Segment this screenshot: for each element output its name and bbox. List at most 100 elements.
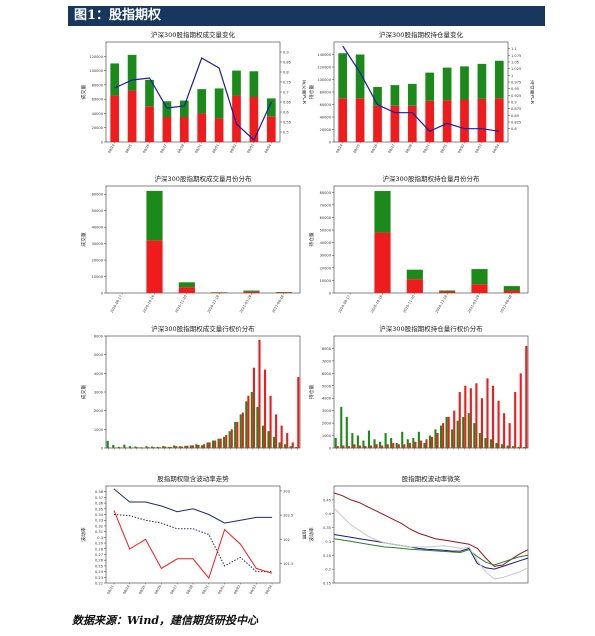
y-tick-label: 120000 — [89, 55, 103, 59]
y2-tick-label: 0.9 — [283, 51, 289, 55]
bar-put — [230, 429, 233, 448]
y-tick-label: 0.2 — [325, 568, 331, 572]
x-tick-label: 09/02 — [233, 585, 241, 595]
bar-put — [491, 385, 495, 448]
x-tick-label: 2020-12-18 — [207, 295, 220, 314]
chart-title: 沪深300股指期权持仓量行权价分布 — [379, 324, 483, 333]
bar-call — [445, 416, 448, 448]
bar-call — [351, 433, 354, 448]
bar-call — [112, 445, 115, 448]
bar-call — [451, 429, 454, 448]
chart-iv-trend: 股指期权隐含波动率走势 0.22 0.23 0.24 0.25 0.26 0.27 0.28 0… — [80, 472, 306, 607]
bar-call — [425, 72, 435, 101]
bar-call — [266, 98, 276, 117]
y-tick-label: 3000 — [94, 391, 104, 395]
bar-put — [110, 95, 120, 142]
x-tick-label: 08/28 — [405, 144, 413, 154]
bar-put — [175, 446, 178, 448]
figure-title: 图1：股指期权 — [68, 6, 545, 26]
chart-oi-change: 沪深300股指期权持仓量变化 0 20000 40000 60000 80000 10000… — [308, 28, 534, 166]
bar-put — [145, 106, 154, 142]
y-tick-label: 0.35 — [323, 526, 331, 530]
x-tick-label: 2020-12-18 — [435, 295, 448, 314]
y2-tick-label: 0.8 — [283, 71, 289, 75]
y2-tick-label: 102 — [283, 538, 290, 542]
y-tick-label: 1000 — [94, 428, 104, 432]
bar-call — [442, 67, 452, 101]
bar-put — [286, 433, 289, 448]
x-tick-label: 08/26 — [142, 144, 150, 154]
y-axis-label: 成交量 — [80, 385, 87, 400]
bar-put — [162, 117, 172, 142]
bar-call — [395, 443, 398, 448]
bar-put — [508, 423, 511, 448]
y-tick-label: 120000 — [317, 66, 331, 70]
bar-put — [247, 395, 250, 448]
bar-call — [232, 70, 241, 96]
y2-tick-label: 1.075 — [511, 54, 521, 58]
x-tick-label: 2021-03-19 — [467, 295, 480, 314]
x-tick-label: 09/01 — [217, 585, 225, 595]
bar-put — [147, 447, 150, 448]
bar-call — [245, 401, 248, 448]
bar-call — [156, 446, 159, 448]
y-tick-label: 0 — [101, 447, 104, 451]
bar-call — [162, 101, 172, 117]
bar-call — [239, 414, 242, 448]
bar-put — [464, 385, 467, 448]
bar-put — [374, 232, 391, 293]
bar-put — [178, 287, 195, 293]
bar-call — [272, 436, 276, 448]
bar-call — [503, 286, 520, 291]
bar-put — [164, 446, 167, 448]
bar-put — [364, 446, 367, 448]
y-axis-label: 波动率 — [308, 527, 315, 542]
y-tick-label: 20000 — [92, 126, 104, 130]
y-tick-label: 10000 — [92, 275, 104, 279]
bar-call — [407, 83, 417, 106]
bar-call — [146, 190, 163, 241]
y2-axis-label: 指数 — [301, 530, 306, 540]
bar-call — [434, 429, 437, 448]
bar-call — [151, 446, 154, 448]
bar-call — [338, 53, 348, 99]
y-tick-label: 0.31 — [95, 530, 103, 534]
x-tick-label: 08/27 — [170, 585, 178, 595]
y2-tick-label: 0.95 — [511, 87, 519, 91]
bar-call — [214, 88, 224, 119]
plot-frame — [333, 185, 529, 294]
bar-put — [236, 421, 239, 448]
bar-put — [477, 98, 487, 142]
bar-call — [267, 431, 270, 448]
bar-put — [243, 291, 260, 293]
y-tick-label: 30000 — [320, 254, 332, 258]
bar-call — [517, 446, 520, 448]
bar-call — [289, 446, 292, 448]
bar-put — [442, 100, 452, 142]
y2-tick-label: 103 — [283, 489, 290, 493]
bar-call — [506, 445, 509, 448]
bar-put — [503, 290, 520, 293]
bar-call — [406, 439, 409, 448]
y2-tick-label: 0.6 — [283, 111, 289, 115]
plot-frame — [105, 185, 301, 294]
bar-put — [469, 388, 472, 448]
bar-call — [489, 439, 492, 448]
bar-call — [417, 431, 420, 448]
y-tick-label: 60000 — [320, 216, 332, 220]
x-tick-label: 09/03 — [246, 144, 254, 154]
bar-call — [127, 54, 137, 91]
bar-call — [110, 63, 120, 96]
bar-put — [342, 445, 345, 448]
bar-call — [428, 435, 431, 448]
bar-call — [334, 438, 337, 448]
bar-put — [406, 279, 423, 293]
bar-put — [169, 446, 172, 448]
y-tick-label: 0.15 — [323, 582, 331, 586]
bar-call — [345, 416, 348, 448]
y-tick-label: 8000 — [322, 347, 332, 351]
bar-call — [373, 87, 382, 106]
y2-tick-label: 0.825 — [511, 121, 521, 125]
x-tick-label: 09/03 — [474, 144, 482, 154]
y-tick-label: 0.24 — [95, 570, 104, 574]
